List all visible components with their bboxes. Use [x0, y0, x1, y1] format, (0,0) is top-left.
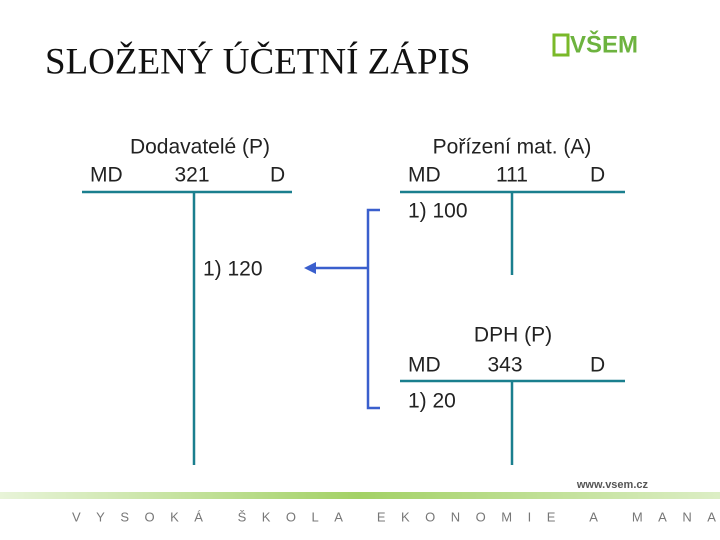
account-number: 111 [496, 164, 528, 187]
entry: 1) 100 [408, 200, 468, 223]
account-number: 343 [487, 354, 522, 377]
footer-school: VYSOKÁ ŠKOLA EKONOMIE A MANAGEMENTU [72, 509, 720, 524]
arrow-head [304, 262, 316, 274]
credit-label: D [270, 164, 285, 187]
debit-label: MD [90, 164, 123, 187]
account-title: Dodavatelé (P) [130, 136, 270, 159]
account-number: 321 [174, 164, 209, 187]
debit-label: MD [408, 164, 441, 187]
account-title: DPH (P) [474, 324, 552, 347]
title: SLOŽENÝ ÚČETNÍ ZÁPIS [45, 40, 470, 82]
logo-icon [552, 33, 570, 57]
credit-label: D [590, 164, 605, 187]
logo: VŠEM [570, 30, 638, 58]
footer-url: www.vsem.cz [576, 479, 649, 491]
account-title: Pořízení mat. (A) [433, 136, 592, 159]
credit-label: D [590, 354, 605, 377]
debit-label: MD [408, 354, 441, 377]
connector [312, 208, 380, 410]
entry: 1) 20 [408, 390, 456, 413]
footer-band [0, 492, 720, 499]
entry: 1) 120 [203, 258, 263, 281]
